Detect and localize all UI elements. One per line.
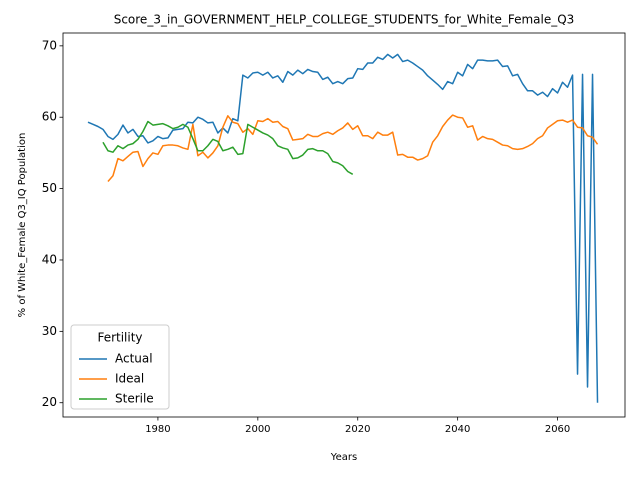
legend-title: Fertility: [97, 331, 142, 345]
x-axis-label: Years: [330, 452, 357, 463]
y-tick-label: 70: [42, 38, 57, 52]
line-series: [87, 53, 599, 403]
x-tick-label: 2040: [445, 424, 470, 435]
y-tick-label: 20: [42, 395, 57, 409]
plot-frame: [62, 32, 626, 418]
legend-label: Ideal: [115, 372, 144, 386]
y-tick-label: 30: [42, 324, 57, 338]
x-tick-label: 2060: [545, 424, 570, 435]
line-series: [102, 120, 354, 175]
legend-label: Sterile: [115, 392, 154, 406]
y-tick-label: 60: [42, 110, 57, 124]
y-tick-label: 50: [42, 181, 57, 195]
x-tick-label: 1980: [145, 424, 170, 435]
x-tick-label: 2000: [245, 424, 270, 435]
x-tick-label: 2020: [345, 424, 370, 435]
y-tick-label: 40: [42, 252, 57, 266]
chart-title: Score_3_in_GOVERNMENT_HELP_COLLEGE_STUDE…: [114, 13, 575, 27]
line-series: [107, 114, 599, 182]
y-axis-label: % of White_Female Q3_IQ Population: [17, 133, 28, 318]
legend-label: Actual: [115, 352, 153, 366]
legend-box: [70, 324, 170, 410]
